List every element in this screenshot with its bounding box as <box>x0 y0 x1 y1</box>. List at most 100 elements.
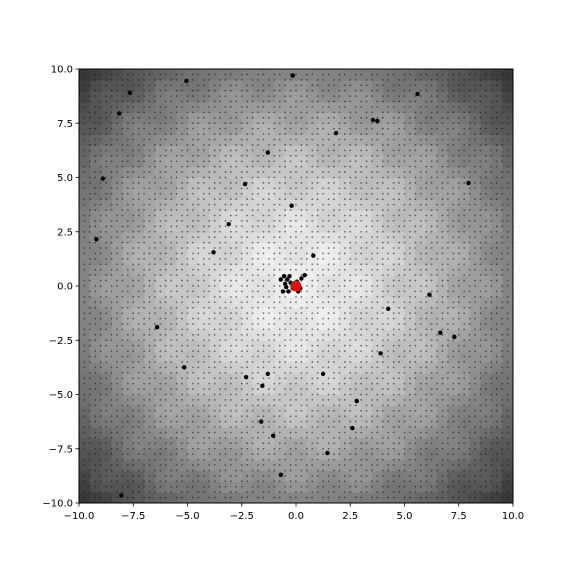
texture-dot <box>327 333 330 336</box>
texture-dot <box>83 252 86 255</box>
texture-dot <box>381 442 384 445</box>
texture-dot <box>360 154 362 157</box>
texture-dot <box>300 344 303 347</box>
texture-dot <box>224 252 227 255</box>
texture-dot <box>360 415 362 418</box>
texture-dot <box>246 187 249 190</box>
heatmap-cell <box>79 188 91 200</box>
heatmap-cell <box>133 199 145 211</box>
texture-dot <box>164 100 167 103</box>
texture-dot <box>181 317 183 320</box>
heatmap-cell <box>144 155 156 168</box>
texture-dot <box>230 415 232 418</box>
texture-dot <box>175 323 178 325</box>
texture-dot <box>311 214 314 217</box>
texture-dot <box>327 268 330 271</box>
texture-dot <box>219 393 221 396</box>
heatmap-cell <box>382 210 395 222</box>
texture-dot <box>311 496 314 499</box>
texture-dot <box>267 225 270 228</box>
texture-dot <box>251 344 254 347</box>
texture-dot <box>192 257 194 260</box>
heatmap-cell <box>252 242 265 255</box>
heatmap-cell <box>317 437 330 450</box>
texture-dot <box>371 285 373 287</box>
texture-dot <box>105 176 108 179</box>
texture-dot <box>343 474 346 477</box>
texture-dot <box>409 84 411 87</box>
texture-dot <box>273 257 276 260</box>
texture-dot <box>230 377 232 380</box>
texture-dot <box>175 127 178 130</box>
texture-dot <box>338 485 341 488</box>
texture-dot <box>251 426 254 428</box>
texture-dot <box>311 431 314 434</box>
texture-dot <box>110 317 113 320</box>
texture-dot <box>278 317 281 320</box>
texture-dot <box>235 323 238 325</box>
texture-dot <box>392 149 395 152</box>
texture-dot <box>365 409 368 412</box>
texture-dot <box>83 491 86 494</box>
texture-dot <box>137 274 140 277</box>
heatmap-cell <box>393 329 406 341</box>
texture-dot <box>365 279 368 282</box>
texture-dot <box>213 426 216 428</box>
texture-dot <box>164 187 167 190</box>
texture-dot <box>327 154 330 157</box>
texture-dot <box>349 323 352 325</box>
texture-dot <box>387 144 390 146</box>
texture-dot <box>333 355 335 358</box>
heatmap-cell <box>220 405 232 417</box>
texture-dot <box>186 149 189 152</box>
texture-dot <box>192 144 194 146</box>
texture-dot <box>159 431 162 434</box>
texture-dot <box>327 198 330 201</box>
texture-dot <box>354 366 357 369</box>
texture-dot <box>240 399 243 401</box>
texture-dot <box>126 420 129 423</box>
heatmap-cell <box>230 166 243 179</box>
texture-dot <box>116 312 118 315</box>
texture-dot <box>267 274 270 277</box>
texture-dot <box>235 442 238 445</box>
texture-dot <box>175 209 178 211</box>
texture-dot <box>300 263 303 266</box>
texture-dot <box>295 220 297 222</box>
texture-dot <box>83 220 86 222</box>
texture-dot <box>224 350 227 352</box>
texture-dot <box>349 241 352 244</box>
texture-dot <box>159 203 162 206</box>
texture-dot <box>132 458 135 461</box>
texture-dot <box>295 458 297 461</box>
texture-dot <box>360 312 362 315</box>
heatmap-cell <box>350 79 362 92</box>
texture-dot <box>403 106 406 108</box>
texture-dot <box>175 496 178 499</box>
texture-dot <box>365 95 368 98</box>
texture-dot <box>181 187 183 190</box>
texture-dot <box>235 111 238 114</box>
texture-dot <box>170 182 173 184</box>
texture-dot <box>132 301 135 304</box>
texture-dot <box>262 268 265 271</box>
texture-dot <box>392 480 395 483</box>
texture-dot <box>371 317 373 320</box>
texture-dot <box>284 344 287 347</box>
texture-dot <box>267 214 270 217</box>
texture-dot <box>88 160 91 163</box>
texture-dot <box>376 491 379 494</box>
texture-dot <box>343 268 346 271</box>
texture-dot <box>333 453 335 456</box>
texture-dot <box>257 209 259 211</box>
texture-dot <box>333 339 335 342</box>
texture-dot <box>392 252 395 255</box>
texture-dot <box>83 442 86 445</box>
heatmap-cell <box>480 177 492 189</box>
texture-dot <box>278 328 281 331</box>
texture-dot <box>186 263 189 266</box>
texture-dot <box>110 420 113 423</box>
texture-dot <box>316 388 319 390</box>
texture-dot <box>278 203 281 206</box>
texture-dot <box>88 344 91 347</box>
